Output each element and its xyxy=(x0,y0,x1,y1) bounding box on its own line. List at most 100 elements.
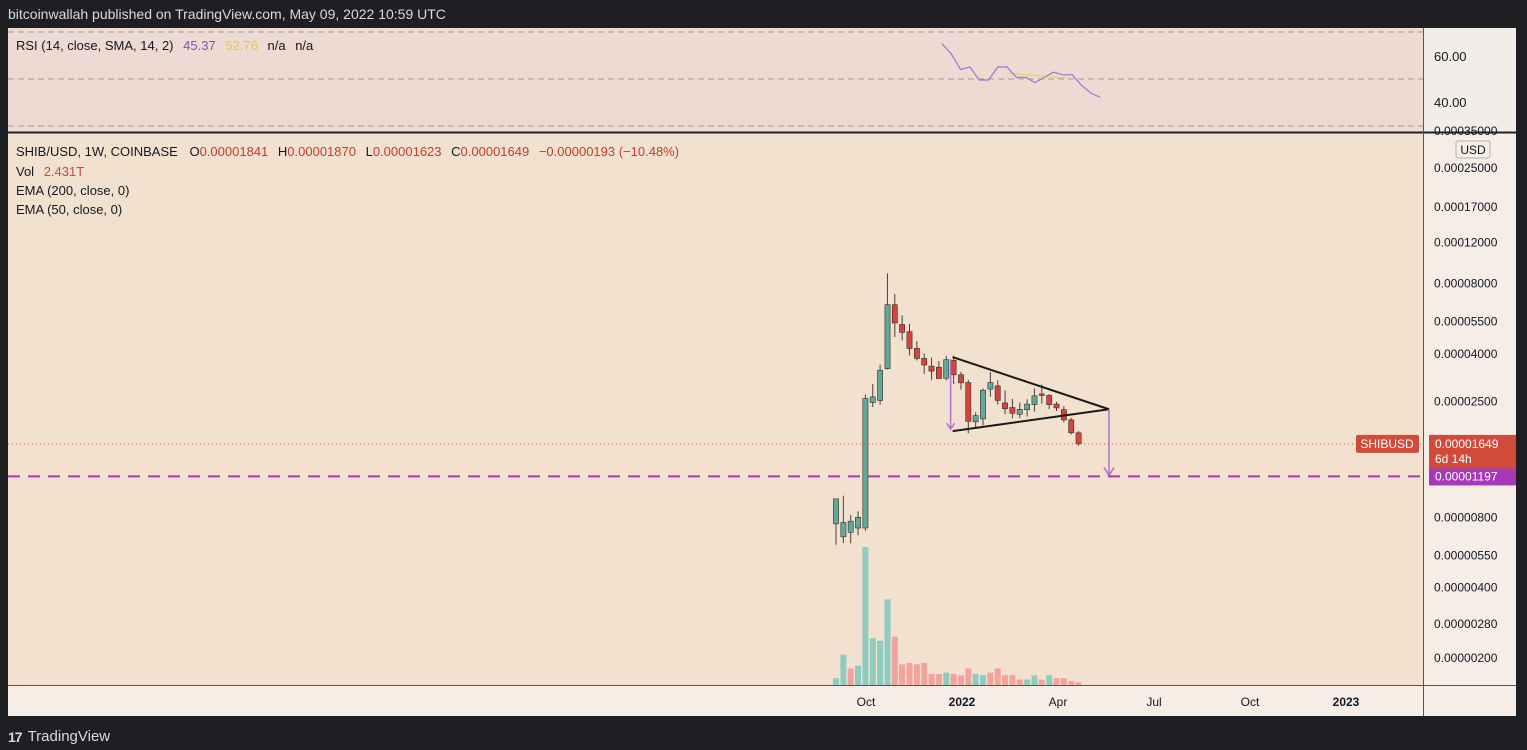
last-price-text: 0.00001649 xyxy=(1435,437,1499,451)
rsi-value: 45.37 xyxy=(183,38,216,53)
candle-12 xyxy=(921,353,928,374)
measure-arrow-left-head xyxy=(945,422,956,431)
volume-bar-11 xyxy=(913,664,920,685)
triangle-upper-line xyxy=(952,356,1110,411)
candle-body xyxy=(847,520,854,533)
volume-bar-6 xyxy=(877,640,884,685)
chart-svg[interactable]: RSI (14, close, SMA, 14, 2) 45.37 52.76 … xyxy=(8,28,1516,716)
price-tick-0: 0.00025000 xyxy=(1434,161,1498,175)
volume-bar-26 xyxy=(1024,679,1031,685)
candle-body xyxy=(1024,403,1030,411)
rsi-panel-bg xyxy=(8,28,1423,132)
candle-8 xyxy=(891,294,898,337)
rsi-sma-value: 52.76 xyxy=(225,38,258,53)
price-tick-7: 0.00000800 xyxy=(1434,510,1498,524)
volume-bar-13 xyxy=(928,674,935,685)
volume-bar-17 xyxy=(958,675,964,685)
rsi-na-1: n/a xyxy=(267,38,286,53)
price-ticks: 0.00025000 0.00017000 0.00012000 0.00008000… xyxy=(1434,161,1498,665)
candle-32 xyxy=(1068,417,1075,435)
candle-29 xyxy=(1046,394,1053,410)
candle-body xyxy=(884,304,891,370)
pattern-drawings xyxy=(945,356,1115,477)
candle-22 xyxy=(994,380,1001,405)
price-tick-3: 0.00008000 xyxy=(1434,277,1498,291)
candle-body xyxy=(1068,419,1075,434)
candle-6 xyxy=(877,364,883,405)
candle-body xyxy=(928,365,935,372)
volume-bar-20 xyxy=(980,675,986,685)
price-axis-bg xyxy=(1423,133,1516,685)
footer: 17 TradingView xyxy=(8,728,110,745)
candle-18 xyxy=(965,379,972,434)
ohlc-legend: SHIB/USD, 1W, COINBASE O0.00001841 H0.00… xyxy=(16,144,679,159)
volume-bar-29 xyxy=(1046,675,1053,685)
volume-bar-21 xyxy=(987,672,994,685)
target-price-text: 0.00001197 xyxy=(1435,469,1498,483)
candle-14 xyxy=(935,361,942,379)
publisher-line: bitcoinwallah published on TradingView.c… xyxy=(8,6,446,22)
candle-23 xyxy=(1002,390,1008,415)
volume-bar-22 xyxy=(994,668,1001,685)
candle-body xyxy=(950,359,957,376)
volume-bar-19 xyxy=(972,674,979,685)
candle-10 xyxy=(906,323,913,356)
candle-body xyxy=(913,347,920,359)
volume-bar-12 xyxy=(921,662,928,685)
price-tick-5: 0.00004000 xyxy=(1434,347,1498,361)
volume-bar-9 xyxy=(899,664,906,685)
candle-25 xyxy=(1016,402,1023,418)
rsi-tick-40: 40.00 xyxy=(1434,95,1467,110)
candle-body xyxy=(906,331,913,349)
candle-body xyxy=(840,522,847,538)
candle-3 xyxy=(855,511,861,536)
last-price-box xyxy=(1429,434,1516,469)
candle-body xyxy=(921,358,928,366)
volume-bar-27 xyxy=(1031,675,1038,685)
time-labels: Oct 2022 Apr Jul Oct 2023 xyxy=(857,695,1360,709)
candle-19 xyxy=(972,412,979,428)
candle-body xyxy=(965,382,972,422)
chart-container[interactable]: RSI (14, close, SMA, 14, 2) 45.37 52.76 … xyxy=(8,28,1516,716)
tradingview-logo-icon: 17 xyxy=(8,728,23,745)
candle-body xyxy=(935,366,942,379)
vol-value: 2.431T xyxy=(44,164,85,179)
volume-bar-30 xyxy=(1053,678,1060,685)
candle-body xyxy=(1046,395,1053,405)
ema200-legend: EMA (200, close, 0) xyxy=(16,183,129,198)
rsi-sma-line xyxy=(1007,72,1066,79)
symbol-tag[interactable] xyxy=(1356,434,1419,453)
price-panel-bg xyxy=(8,133,1423,685)
candle-11 xyxy=(913,341,920,361)
triangle-lower-line xyxy=(952,408,1110,433)
candle-5 xyxy=(869,383,876,408)
candle-body xyxy=(1002,402,1008,410)
volume-bar-32 xyxy=(1068,680,1075,685)
candle-body xyxy=(1075,432,1082,445)
candle-body xyxy=(833,498,839,525)
candle-body xyxy=(1009,407,1016,414)
time-label-0: Oct xyxy=(857,695,876,709)
candle-33 xyxy=(1075,431,1082,446)
candle-body xyxy=(943,359,950,379)
candle-body xyxy=(869,396,876,403)
volume-bar-23 xyxy=(1002,675,1008,685)
candle-1 xyxy=(840,495,847,544)
candle-body xyxy=(1016,408,1023,415)
candle-24 xyxy=(1009,398,1016,419)
candle-4 xyxy=(862,394,869,531)
candle-17 xyxy=(958,372,964,390)
price-tick-4: 0.00005500 xyxy=(1434,315,1498,329)
target-price-box xyxy=(1429,468,1516,486)
candle-20 xyxy=(980,388,986,426)
candle-body xyxy=(980,389,986,420)
currency-badge[interactable] xyxy=(1455,140,1491,159)
volume-bar-5 xyxy=(869,638,876,685)
candle-2 xyxy=(847,514,854,544)
volume-bar-0 xyxy=(833,678,839,685)
candles xyxy=(833,273,1082,545)
candle-30 xyxy=(1053,401,1060,411)
volume-bar-31 xyxy=(1060,678,1067,685)
countdown-text: 6d 14h xyxy=(1435,452,1472,466)
time-label-1: 2022 xyxy=(949,695,976,709)
